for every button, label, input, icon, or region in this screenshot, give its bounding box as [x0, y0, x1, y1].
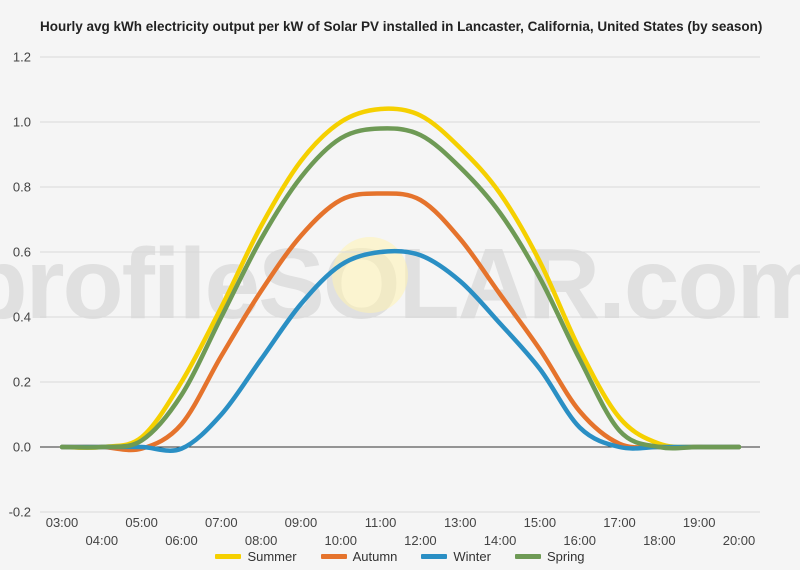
- x-tick-label: 08:00: [245, 533, 278, 548]
- y-axis: -0.2 0.0 0.2 0.4 0.6 0.8 1.0 1.2: [9, 50, 31, 520]
- legend: Summer Autumn Winter Spring: [0, 549, 800, 564]
- x-tick-label: 15:00: [524, 515, 557, 530]
- legend-item-summer[interactable]: Summer: [215, 549, 297, 564]
- legend-swatch-autumn: [320, 554, 347, 559]
- y-tick-label: 0.0: [13, 440, 31, 455]
- series-line-winter[interactable]: [59, 248, 742, 453]
- x-tick-label: 18:00: [643, 533, 676, 548]
- series-line-spring[interactable]: [59, 126, 742, 451]
- x-tick-label: 19:00: [683, 515, 716, 530]
- legend-label-autumn: Autumn: [352, 549, 398, 564]
- legend-swatch-spring: [514, 554, 541, 559]
- y-tick-label: 0.8: [13, 180, 31, 195]
- legend-item-autumn[interactable]: Autumn: [320, 549, 398, 564]
- x-tick-label: 06:00: [165, 533, 198, 548]
- chart-title: Hourly avg kWh electricity output per kW…: [40, 19, 763, 34]
- series-layer: [59, 106, 742, 453]
- y-tick-label: -0.2: [9, 505, 31, 520]
- legend-item-spring[interactable]: Spring: [514, 549, 585, 564]
- legend-item-winter[interactable]: Winter: [421, 549, 491, 564]
- x-tick-label: 20:00: [723, 533, 756, 548]
- x-tick-label: 07:00: [205, 515, 238, 530]
- y-tick-label: 1.0: [13, 115, 31, 130]
- x-tick-label: 09:00: [285, 515, 318, 530]
- y-tick-label: 1.2: [13, 50, 31, 65]
- x-tick-label: 11:00: [365, 515, 397, 530]
- series-line-summer[interactable]: [59, 106, 742, 450]
- x-tick-label: 14:00: [484, 533, 517, 548]
- x-tick-label: 12:00: [404, 533, 437, 548]
- grid-layer: [40, 56, 760, 513]
- x-tick-label: 03:00: [46, 515, 79, 530]
- x-tick-label: 10:00: [324, 533, 357, 548]
- watermark-sun-icon: [332, 237, 408, 313]
- series-line-autumn[interactable]: [59, 191, 742, 453]
- x-tick-label: 04:00: [86, 533, 119, 548]
- y-tick-label: 0.4: [13, 310, 31, 325]
- legend-swatch-summer: [215, 554, 242, 559]
- x-tick-label: 16:00: [563, 533, 596, 548]
- y-tick-label: 0.2: [13, 375, 31, 390]
- legend-label-winter: Winter: [453, 549, 491, 564]
- x-axis: 03:00 04:00 05:00 06:00 07:00 08:00 09:00 10:00…: [46, 515, 756, 548]
- x-tick-label: 17:00: [603, 515, 636, 530]
- legend-label-spring: Spring: [546, 549, 585, 564]
- legend-label-summer: Summer: [247, 549, 297, 564]
- y-tick-label: 0.6: [13, 245, 31, 260]
- legend-swatch-winter: [421, 554, 448, 559]
- x-tick-label: 05:00: [125, 515, 158, 530]
- x-tick-label: 13:00: [444, 515, 477, 530]
